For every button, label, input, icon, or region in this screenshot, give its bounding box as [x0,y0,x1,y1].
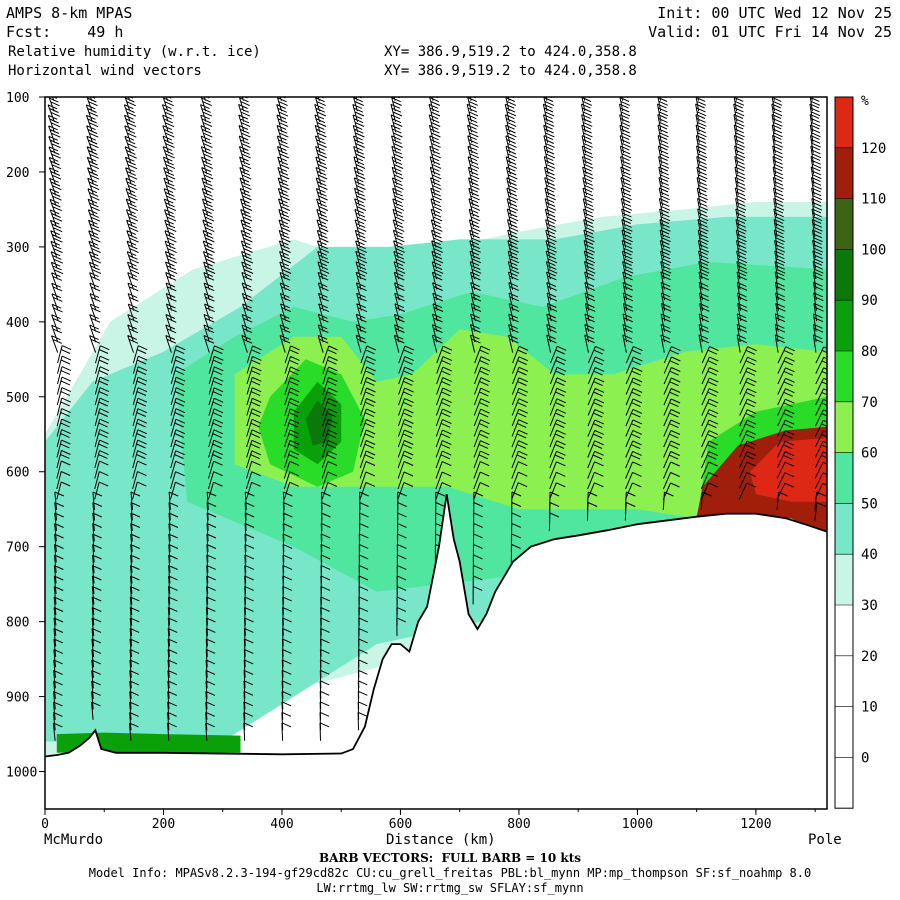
xy-range-2: XY= 386.9,519.2 to 424.0,358.8 [384,63,637,79]
wind-barb-column [542,97,567,531]
x-tick-label: 400 [270,817,293,832]
y-tick-label: 1000 [6,766,37,781]
y-tick-label: 500 [6,391,29,406]
rh-region-90 [305,400,333,446]
wind-barb-column [657,97,681,511]
wind-barb-column [466,97,491,605]
colorbar-segment [835,300,853,351]
wind-barb-column [238,97,262,741]
plot-frame [44,96,828,810]
y-tick-label: 200 [6,166,29,181]
wind-barb-column [352,97,377,731]
y-tick-label: 600 [6,466,29,481]
colorbar-segment [835,351,853,402]
x-axis-label: Distance (km) [386,832,496,848]
wind-barb-column [276,97,300,741]
terrain-fill [45,494,827,809]
model-info: Model Info: MPASv8.2.3-194-gf29cd82c CU:… [88,866,812,880]
x-tick-label: 200 [152,817,175,832]
colorbar-segment [835,401,853,453]
colorbar-segment [835,757,853,809]
colorbar-tick-label: 70 [861,395,878,411]
colorbar-tick-label: 40 [861,547,878,563]
y-tick-label: 900 [6,691,29,706]
colorbar-tick-label: 60 [861,446,878,462]
wind-barb-column [428,97,453,563]
wind-barb-column [695,97,719,511]
x-tick-label: 0 [41,817,49,832]
wind-barb-column [123,97,148,741]
model-title: AMPS 8-km MPAS [6,4,133,22]
wind-barb-column [47,97,72,741]
colorbar-segment [835,249,853,301]
y-tick-label: 300 [6,241,29,256]
colorbar-segment [835,605,853,656]
colorbar-tick-label: 80 [861,344,878,360]
x-tick-label: 1000 [622,817,653,832]
colorbar-segment [835,147,853,199]
colorbar-tick-label: 50 [861,496,878,512]
colorbar-segment [835,452,853,504]
model-info-2: LW:rrtmg_lw SW:rrtmg_sw SFLAY:sf_mynn [316,881,584,895]
wind-barb-column [390,97,415,636]
wind-barb-column [314,97,338,741]
colorbar-tick-label: 90 [861,293,878,309]
barb-legend: BARB VECTORS: FULL BARB = 10 kts [318,851,582,865]
rh-region-120 [750,438,827,502]
rh-region-80 [56,732,241,753]
wind-barbs [47,97,827,741]
wind-barb-column [619,97,643,521]
terrain-line [45,494,827,758]
x-tick-label: 800 [507,817,530,832]
x-tick-label: 600 [389,817,412,832]
forecast-hour: Fcst: 49 h [6,23,124,41]
rh-shading [45,201,827,757]
y-tick-label: 700 [6,541,29,556]
colorbar-segment [835,198,853,250]
init-time: Init: 00 UTC Wed 12 Nov 25 [657,4,892,22]
x-tick-label: 1200 [740,817,771,832]
xy-range-1: XY= 386.9,519.2 to 424.0,358.8 [384,44,637,60]
y-tick-label: 400 [6,316,29,331]
colorbar-tick-label: 20 [861,649,878,665]
x-end-label: Pole [808,832,842,848]
wind-barb-column [161,97,186,741]
colorbar-tick-label: 120 [861,141,886,157]
variable-1-title: Relative humidity (w.r.t. ice) [8,44,261,60]
colorbar-segment [835,503,853,555]
wind-barb-column [200,97,224,741]
y-tick-label: 800 [6,616,29,631]
wind-barb-column [85,97,110,720]
colorbar-segment [835,706,853,758]
wind-barb-column [809,97,827,521]
valid-time: Valid: 01 UTC Fri 14 Nov 25 [648,23,892,41]
colorbar-tick-label: 10 [861,700,878,716]
wind-barb-column [580,97,605,521]
variable-2-title: Horizontal wind vectors [8,63,202,79]
wind-barb-column [733,97,757,500]
colorbar-segment [835,554,853,605]
axes: 0 200 400 600 800 1000 1200 100 200 300 400 500 600 7… [6,91,816,832]
colorbar-tick-label: 100 [861,242,886,258]
y-tick-label: 100 [6,91,29,106]
colorbar-tick-label: 110 [861,192,886,208]
terrain [45,494,827,809]
colorbar-unit: % [861,94,869,109]
colorbar-tick-label: 30 [861,598,878,614]
colorbar-segment [835,97,853,148]
wind-barb-column [504,97,529,563]
wind-barb-column [771,97,795,511]
colorbar-tick-label: 0 [861,750,869,766]
x-start-label: McMurdo [44,832,104,848]
colorbar-segment [835,655,853,707]
colorbar: % 0 10 20 30 40 50 60 70 80 90 100 110 120 [834,94,886,809]
